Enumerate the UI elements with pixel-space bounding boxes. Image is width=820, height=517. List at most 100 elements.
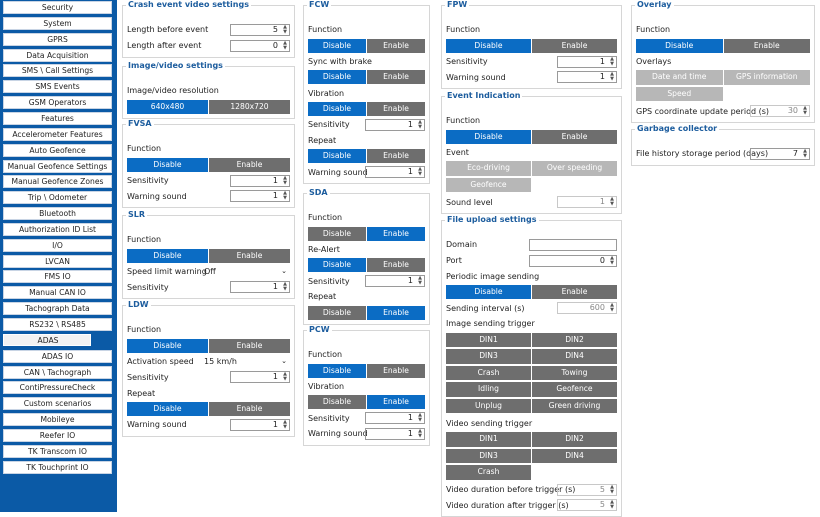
toggle-button[interactable]: Enable <box>209 401 290 416</box>
nav-item[interactable]: Accelerometer Features <box>3 127 112 141</box>
nav-item[interactable]: Reefer IO <box>3 428 112 442</box>
number-input[interactable]: 1 ▲ ▼ <box>230 371 290 384</box>
toggle-button[interactable]: Enable <box>532 38 617 53</box>
number-input[interactable]: 7 ▲ ▼ <box>750 148 810 160</box>
dropdown[interactable]: 15 km/h ⌄ <box>204 356 287 366</box>
toggle-button[interactable]: Disable <box>446 38 531 53</box>
nav-item[interactable]: ADAS IO <box>3 349 112 363</box>
nav-item[interactable]: GSM Operators <box>3 96 112 110</box>
dropdown[interactable]: Off ⌄ <box>204 266 287 276</box>
nav-item[interactable]: ADAS <box>3 333 91 346</box>
number-input[interactable]: 0 ▲ ▼ <box>529 254 617 267</box>
toggle-button[interactable]: Enable <box>367 363 425 378</box>
nav-item[interactable]: SMS \ Call Settings <box>3 64 112 78</box>
toggle-button[interactable]: Disable <box>308 258 366 273</box>
toggle-button[interactable]: Disable <box>308 149 366 164</box>
option-button[interactable]: DIN2 <box>532 432 617 447</box>
number-input[interactable]: 0 ▲ ▼ <box>230 39 290 52</box>
nav-item[interactable]: TK Transcom IO <box>3 444 112 458</box>
nav-item[interactable]: Data Acquisition <box>3 48 112 62</box>
number-input[interactable] <box>529 239 617 251</box>
toggle-button[interactable]: Enable <box>367 149 425 164</box>
number-input[interactable]: 1 ▲ ▼ <box>230 174 290 187</box>
nav-item[interactable]: TK Touchprint IO <box>3 460 112 474</box>
nav-item[interactable]: CAN \ Tachograph <box>3 365 112 379</box>
number-input[interactable]: 1 ▲ ▼ <box>557 71 617 84</box>
toggle-button[interactable]: Disable <box>308 226 366 241</box>
nav-item[interactable]: LVCAN <box>3 254 112 268</box>
option-button[interactable]: DIN3 <box>446 349 531 364</box>
nav-item[interactable]: System <box>3 16 112 30</box>
toggle-button[interactable]: Disable <box>127 248 208 263</box>
nav-item[interactable]: Bluetooth <box>3 207 112 221</box>
number-input[interactable]: 1 ▲ ▼ <box>230 281 290 294</box>
toggle-button[interactable]: 1280x720 <box>209 99 290 114</box>
toggle-button[interactable]: Disable <box>308 38 366 53</box>
toggle-button[interactable]: Disable <box>127 157 208 172</box>
number-input[interactable]: 1 ▲ ▼ <box>365 412 425 425</box>
toggle-button[interactable]: Enable <box>723 38 810 53</box>
number-input[interactable]: 1 ▲ ▼ <box>365 166 425 179</box>
nav-item[interactable]: Manual Geofence Settings <box>3 159 112 173</box>
nav-item[interactable]: Authorization ID List <box>3 222 112 236</box>
toggle-button[interactable]: Disable <box>127 401 208 416</box>
toggle-button[interactable]: Disable <box>446 129 531 144</box>
nav-item[interactable]: Custom scenarios <box>3 397 112 411</box>
toggle-button[interactable]: Enable <box>209 157 290 172</box>
nav-item[interactable]: Manual Geofence Zones <box>3 175 112 189</box>
nav-item[interactable]: Mobileye <box>3 413 112 427</box>
toggle-button[interactable]: Disable <box>308 395 366 410</box>
toggle-button[interactable]: Disable <box>127 338 208 353</box>
nav-item[interactable]: Security <box>3 1 112 14</box>
toggle-button[interactable]: Disable <box>446 285 531 300</box>
option-button[interactable]: DIN3 <box>446 448 531 464</box>
toggle-button[interactable]: Enable <box>367 101 425 116</box>
nav-item[interactable]: RS232 \ RS485 <box>3 318 112 331</box>
toggle-button[interactable]: Enable <box>367 395 425 410</box>
toggle-button[interactable]: 640x480 <box>127 99 208 114</box>
option-button[interactable]: DIN2 <box>532 332 617 348</box>
option-button[interactable]: Towing <box>532 365 617 381</box>
number-input[interactable]: 1 ▲ ▼ <box>365 118 425 131</box>
nav-item[interactable]: Trip \ Odometer <box>3 191 112 205</box>
toggle-button[interactable]: Disable <box>636 38 723 53</box>
toggle-button[interactable]: Enable <box>367 226 425 241</box>
nav-item[interactable]: Manual CAN IO <box>3 286 112 300</box>
toggle-button[interactable]: Enable <box>532 129 617 144</box>
nav-item[interactable]: Tachograph Data <box>3 302 112 316</box>
nav-item[interactable]: I/O <box>3 238 112 252</box>
number-input[interactable]: 5 ▲ ▼ <box>230 24 290 36</box>
nav-item[interactable]: Auto Geofence <box>3 143 112 157</box>
option-button[interactable]: Green driving <box>532 398 617 414</box>
toggle-button[interactable]: Disable <box>308 101 366 116</box>
option-button[interactable]: DIN4 <box>532 349 617 364</box>
toggle-button[interactable]: Enable <box>367 38 425 53</box>
toggle-button[interactable]: Enable <box>209 338 290 353</box>
number-input[interactable]: 1 ▲ ▼ <box>365 427 425 440</box>
option-button[interactable]: Geofence <box>532 382 617 397</box>
option-button[interactable]: Crash <box>446 365 531 381</box>
toggle-button[interactable]: Enable <box>209 248 290 263</box>
number-input[interactable]: 1 ▲ ▼ <box>230 418 290 431</box>
nav-item[interactable]: GPRS <box>3 32 112 46</box>
option-button[interactable]: DIN1 <box>446 332 531 348</box>
nav-item[interactable]: ContiPressureCheck <box>3 381 112 395</box>
number-input[interactable]: 1 ▲ ▼ <box>365 275 425 288</box>
toggle-button[interactable]: Enable <box>367 305 425 320</box>
number-input[interactable]: 1 ▲ ▼ <box>557 55 617 68</box>
toggle-button[interactable]: Disable <box>308 70 366 85</box>
nav-item[interactable]: FMS IO <box>3 270 112 284</box>
toggle-button[interactable]: Disable <box>308 363 366 378</box>
toggle-button[interactable]: Disable <box>308 305 366 320</box>
toggle-button[interactable]: Enable <box>367 258 425 273</box>
option-button[interactable]: Unplug <box>446 398 531 414</box>
number-input[interactable]: 1 ▲ ▼ <box>230 190 290 203</box>
option-button[interactable]: Idling <box>446 382 531 397</box>
option-button[interactable]: DIN4 <box>532 448 617 464</box>
option-button[interactable]: DIN1 <box>446 432 531 447</box>
toggle-button[interactable]: Enable <box>367 70 425 85</box>
option-button[interactable]: Crash <box>446 465 531 480</box>
nav-item[interactable]: SMS Events <box>3 80 112 94</box>
nav-item[interactable]: Features <box>3 111 112 125</box>
toggle-button[interactable]: Enable <box>532 285 617 300</box>
